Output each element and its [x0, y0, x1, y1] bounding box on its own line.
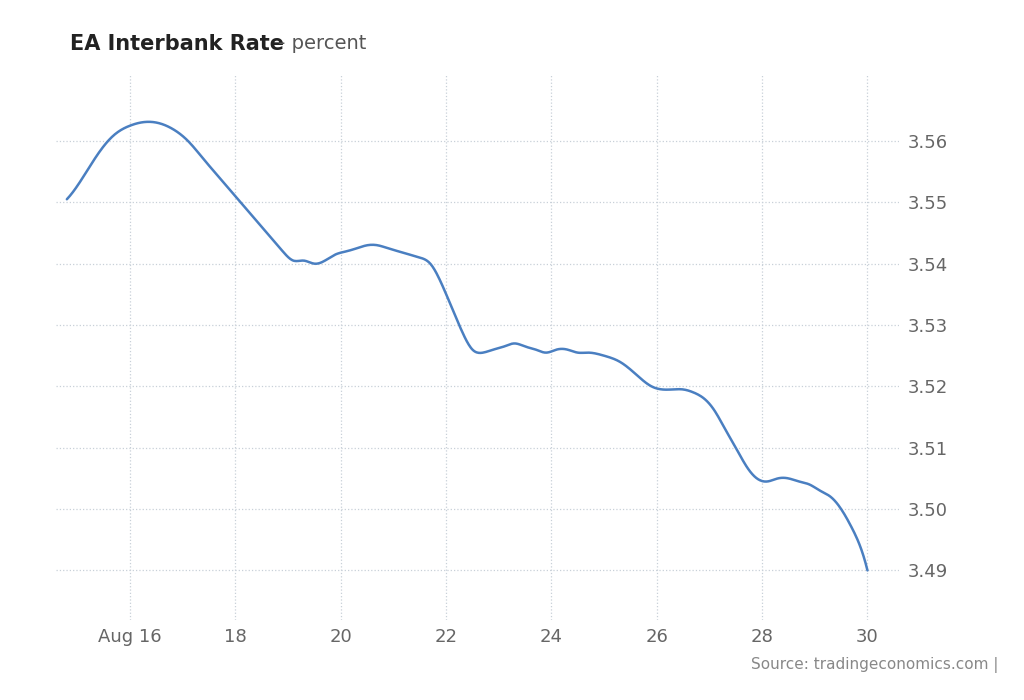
Text: EA Interbank Rate: EA Interbank Rate: [70, 34, 284, 54]
Text: Source: tradingeconomics.com |: Source: tradingeconomics.com |: [751, 657, 998, 673]
Text: - percent: - percent: [272, 34, 367, 52]
